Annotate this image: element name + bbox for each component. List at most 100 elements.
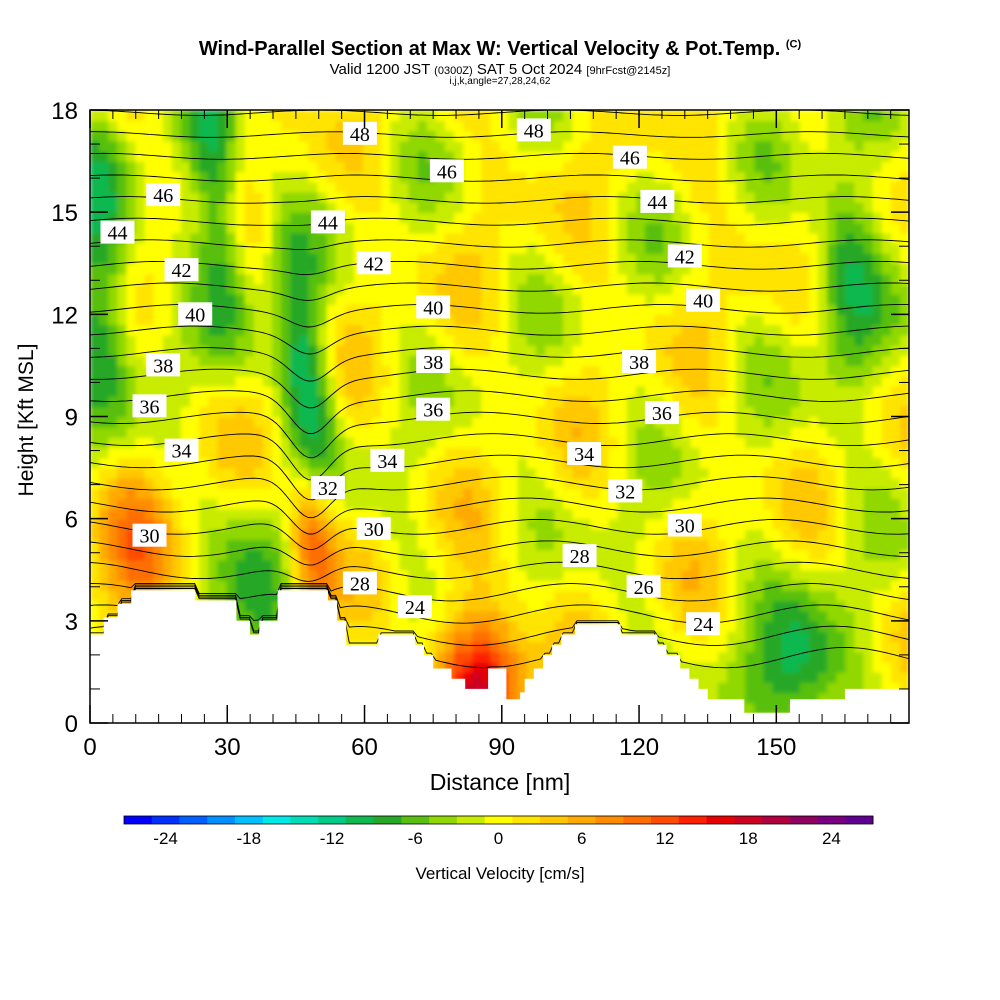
w-cell bbox=[517, 436, 528, 448]
w-cell bbox=[171, 508, 182, 520]
w-cell bbox=[317, 385, 328, 397]
w-cell bbox=[262, 201, 273, 213]
w-cell bbox=[526, 283, 537, 295]
w-cell bbox=[581, 508, 592, 520]
w-cell bbox=[636, 222, 646, 234]
w-cell bbox=[344, 345, 355, 356]
w-cell bbox=[526, 559, 537, 571]
w-cell bbox=[808, 641, 819, 653]
w-cell bbox=[444, 539, 455, 551]
w-cell bbox=[408, 171, 419, 183]
w-cell bbox=[672, 457, 683, 469]
w-cell bbox=[499, 426, 510, 438]
w-cell bbox=[381, 161, 392, 173]
w-cell bbox=[836, 365, 847, 377]
w-cell bbox=[699, 140, 710, 152]
w-cell bbox=[290, 559, 301, 571]
w-cell bbox=[244, 273, 255, 285]
w-cell bbox=[699, 120, 710, 132]
w-cell bbox=[90, 273, 100, 285]
w-cell bbox=[463, 222, 473, 234]
w-cell bbox=[99, 171, 109, 183]
w-cell bbox=[772, 477, 783, 489]
w-cell bbox=[599, 590, 610, 602]
w-cell bbox=[372, 201, 382, 213]
w-cell bbox=[727, 140, 737, 152]
w-cell bbox=[508, 201, 519, 213]
w-cell bbox=[372, 232, 382, 244]
w-cell bbox=[763, 140, 774, 152]
w-cell bbox=[99, 467, 109, 479]
w-cell bbox=[353, 345, 364, 356]
w-cell bbox=[135, 488, 146, 499]
w-cell bbox=[281, 171, 291, 183]
w-cell bbox=[626, 600, 637, 612]
w-cell bbox=[499, 396, 510, 408]
w-cell bbox=[690, 130, 701, 142]
w-cell bbox=[244, 150, 255, 162]
w-cell bbox=[463, 641, 473, 653]
w-cell bbox=[754, 130, 765, 142]
w-cell bbox=[335, 528, 346, 540]
w-cell bbox=[772, 671, 783, 683]
w-cell bbox=[381, 549, 392, 561]
w-cell bbox=[363, 222, 373, 234]
w-cell bbox=[317, 457, 328, 469]
w-cell bbox=[171, 140, 182, 152]
w-cell bbox=[772, 406, 783, 418]
w-cell bbox=[581, 273, 592, 285]
w-cell bbox=[572, 345, 583, 356]
w-cell bbox=[690, 355, 701, 367]
w-cell bbox=[763, 467, 774, 479]
w-cell bbox=[217, 467, 228, 479]
w-cell bbox=[472, 181, 483, 193]
w-cell bbox=[390, 528, 401, 540]
w-cell bbox=[763, 528, 774, 540]
w-cell bbox=[554, 334, 564, 346]
w-cell bbox=[563, 385, 574, 397]
w-cell bbox=[645, 467, 655, 479]
w-cell bbox=[126, 385, 137, 397]
w-cell bbox=[818, 355, 828, 367]
w-cell bbox=[790, 488, 801, 499]
w-cell bbox=[253, 559, 264, 571]
w-cell bbox=[308, 242, 319, 254]
w-cell bbox=[444, 631, 455, 642]
w-cell bbox=[572, 365, 583, 377]
w-cell bbox=[481, 406, 492, 418]
w-cell bbox=[253, 293, 264, 305]
w-cell bbox=[717, 508, 728, 520]
w-cell bbox=[554, 171, 564, 183]
w-cell bbox=[144, 130, 155, 142]
w-cell bbox=[408, 467, 419, 479]
w-cell bbox=[508, 273, 519, 285]
w-cell bbox=[99, 110, 109, 121]
w-cell bbox=[390, 549, 401, 561]
w-cell bbox=[299, 110, 310, 121]
w-cell bbox=[472, 110, 483, 121]
w-cell bbox=[636, 539, 646, 551]
w-cell bbox=[654, 559, 665, 571]
w-cell bbox=[135, 253, 146, 264]
w-cell bbox=[754, 528, 765, 540]
w-cell bbox=[381, 559, 392, 571]
w-cell bbox=[417, 385, 428, 397]
w-cell bbox=[262, 416, 273, 428]
w-cell bbox=[144, 161, 155, 173]
w-cell bbox=[272, 150, 282, 162]
w-cell bbox=[317, 110, 328, 121]
w-cell bbox=[363, 181, 373, 193]
w-cell bbox=[181, 130, 191, 142]
w-cell bbox=[827, 324, 837, 336]
w-cell bbox=[372, 171, 382, 183]
w-cell bbox=[508, 385, 519, 397]
w-cell bbox=[672, 447, 683, 459]
w-cell bbox=[353, 334, 364, 346]
w-cell bbox=[754, 600, 765, 612]
w-cell bbox=[581, 590, 592, 602]
w-cell bbox=[763, 539, 774, 551]
w-cell bbox=[253, 171, 264, 183]
w-cell bbox=[326, 518, 337, 530]
w-cell bbox=[144, 120, 155, 132]
w-cell bbox=[408, 150, 419, 162]
